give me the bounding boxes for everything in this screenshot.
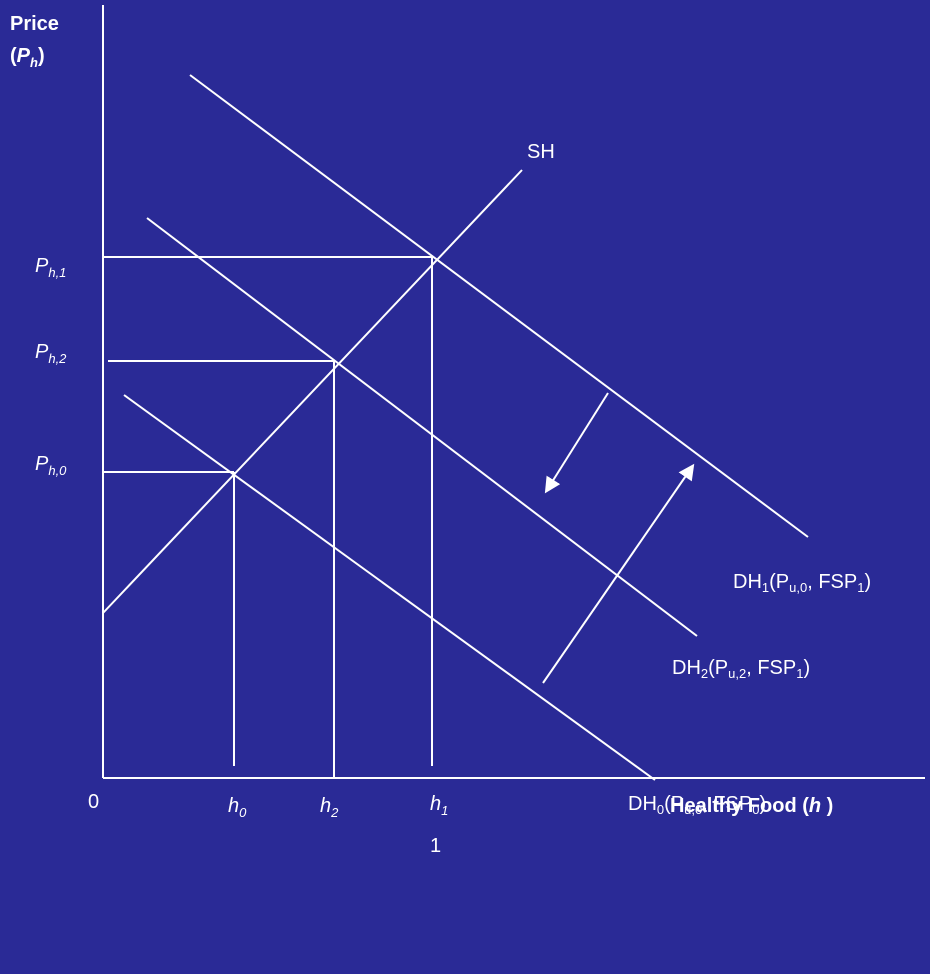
label-part: h,0 [48,463,67,478]
label-part: , FSP [746,657,796,679]
supply-curve [102,169,523,614]
price-label: Ph,1 [35,255,66,280]
label-part: h [809,795,821,817]
label-part: P [35,341,49,363]
label-part: u,0 [789,580,807,595]
label-part: ( [10,45,17,67]
demand-curve [123,394,656,781]
price-label: Ph,0 [35,453,67,478]
label-part: (P [664,793,684,815]
label-part: 0 [239,805,247,820]
label-part: ) [803,657,810,679]
label-part: DH [628,793,657,815]
origin-label: 0 [88,791,99,813]
label-part: h [30,55,38,70]
label-part: h [430,793,441,815]
quantity-label: h1 [430,793,448,818]
y-axis-label: (Ph) [10,45,45,70]
quantity-label: h0 [228,795,247,820]
label-part: P [35,453,49,475]
price-label: Ph,2 [35,341,67,366]
shift-arrow [544,392,609,494]
curve-label: DH2(Pu,2, FSP1) [672,657,810,681]
label-part: h [228,795,239,817]
label-part: ) [759,793,766,815]
label-part: 0 [752,802,759,817]
label-part: h,2 [48,351,67,366]
label-part: u,2 [728,666,746,681]
label-part: 1 [441,803,448,818]
label-part: ) [864,571,871,593]
label-part: , FSP [702,793,752,815]
label-part: DH [672,657,701,679]
curve-label: SH [527,141,555,163]
quantity-label: h2 [320,795,339,820]
label-part: Healthy Food ( [670,795,809,817]
shift-arrow [542,463,695,684]
label-part: DH [733,571,762,593]
label-part: 0 [657,802,664,817]
label-part: 1 [796,666,803,681]
label-part: 1 [857,580,864,595]
label-part: h [320,795,331,817]
curve-label: DH0(Pu,0, FSP0) [628,793,766,817]
label-part: 2 [330,805,339,820]
label-part: P [35,255,49,277]
label-part: h,1 [48,265,66,280]
label-part: u,0 [684,802,702,817]
demand-curve [189,74,809,538]
label-part: 2 [701,666,708,681]
demand-curve [146,217,698,637]
label-part: 1 [762,580,769,595]
label-part: P [17,45,31,67]
label-part: (P [708,657,728,679]
label-part: (P [769,571,789,593]
label-part: ) [821,795,833,817]
label-part: , FSP [807,571,857,593]
x-axis-label: Healthy Food (h ) [670,795,833,817]
label-part: ) [38,45,45,67]
curve-label: DH1(Pu,0, FSP1) [733,571,871,595]
y-axis-label: Price [10,13,59,35]
stray-label: 1 [430,835,441,857]
